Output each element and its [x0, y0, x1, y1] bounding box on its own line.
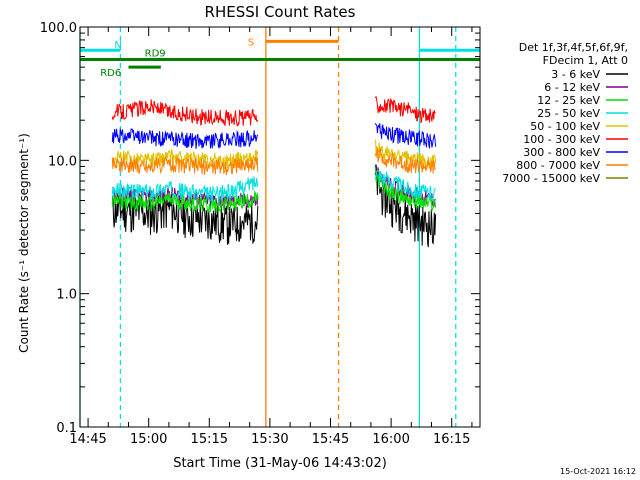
legend-label-50-100-kev: 50 - 100 keV [530, 120, 600, 133]
series-25-50-kev-segment-1 [374, 169, 436, 202]
legend-label-3-6-kev: 3 - 6 keV [551, 68, 600, 81]
legend-label-12-25-kev: 12 - 25 keV [537, 94, 600, 107]
y-axis-ticks: 0.1 1.0 10.0 100.0 [40, 21, 480, 436]
legend-label-100-300-kev: 100 - 300 keV [523, 133, 600, 146]
decimation-bar-rd6-label: RD6 [100, 68, 121, 79]
plot-area: N RD9 RD6 S [79, 27, 480, 427]
y-tick-label: 100.0 [40, 21, 77, 36]
series-800-7000-kev-segment-0 [111, 156, 259, 176]
plot-frame [79, 26, 481, 428]
legend-label-25-50-kev: 25 - 50 keV [537, 107, 600, 120]
series-12-25-kev-segment-1 [374, 167, 437, 213]
legend-label-6-12-kev: 6 - 12 keV [544, 81, 600, 94]
x-tick-label: 14:45 [69, 432, 106, 447]
attenuator-bar-1-label: N [114, 40, 121, 51]
series-300-800-kev-segment-0 [111, 128, 259, 149]
x-tick-label: 16:00 [372, 432, 409, 447]
legend-label-7000-15000-kev: 7000 - 15000 keV [502, 172, 600, 185]
legend-header-line-1: Det 1f,3f,4f,5f,6f,9f, [519, 41, 628, 54]
legend-header-line-2: FDecim 1, Att 0 [543, 54, 628, 67]
series-12-25-kev-segment-0 [111, 190, 259, 214]
saa-bar-label: S [248, 37, 254, 48]
x-tick-label: 15:30 [251, 432, 288, 447]
series-50-100-kev-segment-1 [374, 139, 437, 170]
y-tick-label: 10.0 [48, 154, 77, 169]
legend-label-300-800-kev: 300 - 800 keV [523, 146, 600, 159]
series-300-800-kev-segment-1 [374, 122, 437, 149]
x-axis-ticks: 14:45 15:00 15:15 15:30 15:45 16:00 16:15 [69, 27, 473, 447]
x-axis-label: Start Time (31-May-06 14:43:02) [173, 456, 387, 471]
legend-label-800-7000-kev: 800 - 7000 keV [516, 159, 600, 172]
x-tick-label: 15:45 [312, 432, 349, 447]
x-tick-label: 15:00 [130, 432, 167, 447]
series-800-7000-kev-segment-1 [374, 147, 436, 174]
generation-timestamp: 15-Oct-2021 16:12 [560, 467, 636, 476]
decimation-bar-rd9-label: RD9 [145, 49, 166, 60]
series-25-50-kev-segment-0 [111, 176, 259, 203]
series-100-300-kev-segment-1 [374, 96, 436, 124]
series-100-300-kev-segment-0 [111, 99, 259, 127]
legend: Det 1f,3f,4f,5f,6f,9f, FDecim 1, Att 0 3… [502, 41, 628, 185]
chart-title: RHESSI Count Rates [205, 3, 356, 21]
y-axis-label: Count Rate (s⁻¹ detector segment⁻¹) [17, 133, 31, 353]
x-tick-label: 16:15 [433, 432, 470, 447]
y-tick-label: 0.1 [56, 421, 77, 436]
y-tick-label: 1.0 [56, 288, 77, 303]
x-tick-label: 15:15 [191, 432, 228, 447]
